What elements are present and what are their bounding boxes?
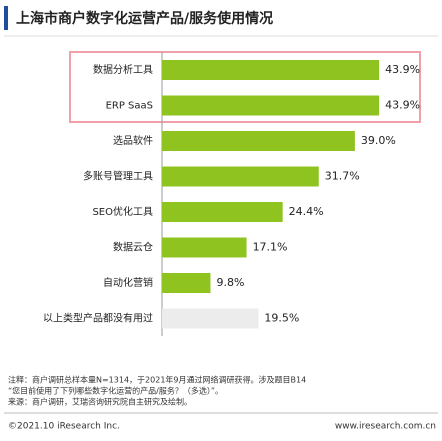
title-marker (4, 6, 8, 30)
bar (162, 166, 319, 187)
bar (162, 60, 380, 80)
category-label: 数据分析工具 (93, 63, 153, 76)
bar (162, 95, 380, 116)
note: 来源：商户调研，艾瑞咨询研究院自主研究及绘制。 (8, 397, 192, 407)
bar (162, 131, 355, 151)
value-label: 24.4% (289, 205, 324, 218)
category-label: 数据云仓 (113, 241, 153, 254)
value-label: 9.8% (216, 276, 244, 289)
highlight-box (69, 51, 421, 123)
bar (162, 273, 211, 293)
bar (162, 308, 259, 329)
category-label: 选品软件 (113, 134, 153, 147)
value-label: 17.1% (253, 241, 288, 254)
bar (162, 202, 283, 222)
value-label: 39.0% (361, 134, 396, 147)
category-label: ERP SaaS (106, 101, 153, 112)
value-label: 43.9% (385, 99, 420, 112)
category-label: SEO优化工具 (92, 205, 153, 218)
note: “您目前使用了下列哪些数字化运营的产品/服务？（多选）”。 (8, 386, 223, 396)
footer-right: www.iresearch.com.cn (335, 422, 436, 432)
category-label: 自动化营销 (103, 276, 153, 289)
footer-left: ©2021.10 iResearch Inc. (8, 422, 120, 432)
category-label: 以上类型产品都没有用过 (43, 312, 153, 325)
value-label: 31.7% (325, 170, 360, 183)
bar (162, 237, 247, 258)
chart-title: 上海市商户数字化运营产品/服务使用情况 (16, 10, 273, 27)
value-label: 19.5% (264, 312, 299, 325)
note: 注释：商户调研总样本量N=1314，于2021年9月通过网络调研获得。涉及题目B… (8, 375, 306, 385)
value-label: 43.9% (385, 63, 420, 76)
category-label: 多账号管理工具 (83, 170, 153, 183)
